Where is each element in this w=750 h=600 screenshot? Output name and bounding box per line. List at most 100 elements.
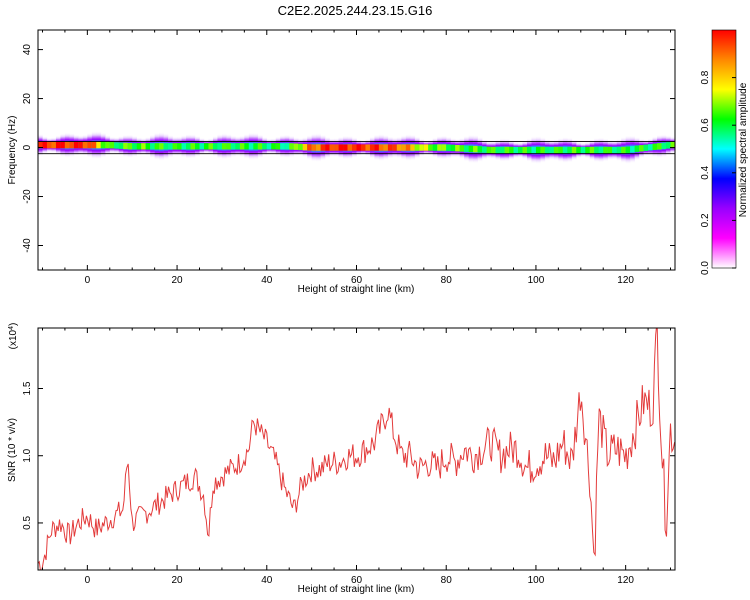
spectrogram-core-cell: [504, 146, 510, 154]
spectrogram-core-cell: [441, 144, 447, 151]
spectrogram-core-cell: [239, 143, 245, 150]
spectrogram-core-cell: [580, 146, 586, 154]
snr-y-tick-label: 1.5: [22, 381, 33, 395]
spectrogram-core-cell: [531, 146, 537, 154]
spectrogram-core-cell: [136, 143, 142, 150]
spectrogram-core-cell: [343, 144, 348, 151]
spectrogram-core-cell: [423, 144, 429, 151]
spectrogram-core-cell: [571, 146, 577, 154]
snr-scale-label: (x104): [8, 323, 20, 350]
spectrogram-y-tick-label: -20: [22, 189, 33, 204]
spectrogram-core-cell: [38, 141, 43, 149]
spectrogram-core-cell: [634, 145, 640, 152]
spectrogram-core-cell: [262, 143, 268, 150]
spectrogram-core-cell: [114, 142, 120, 149]
figure-title: C2E2.2025.244.23.15.G16: [278, 3, 433, 18]
spectrogram-core-cell: [100, 141, 106, 149]
spectrogram-core-cell: [365, 144, 371, 151]
spectrogram-core-cell: [253, 143, 259, 150]
spectrogram-core-cell: [612, 146, 617, 154]
spectrogram-core-cell: [535, 146, 541, 154]
spectrogram-core-cell: [87, 141, 93, 149]
spectrogram-x-tick-label: 20: [172, 275, 184, 286]
spectrogram-core-cell: [347, 144, 353, 151]
spectrogram-core-cell: [78, 141, 84, 149]
colorbar-tick-label: 0.2: [700, 213, 711, 227]
spectrogram-core-cell: [639, 145, 644, 152]
spectrogram-core-cell: [558, 146, 564, 154]
spectrogram-panel: 0 20 40 60 80 100 120 -40 -20 0 20 40 Height of str…: [7, 29, 676, 295]
spectrogram-y-tick-label: 20: [22, 93, 33, 105]
spectrogram-x-axis-label: Height of straight line (km): [298, 284, 415, 295]
spectrogram-core-cell: [325, 144, 330, 151]
spectrogram-core-cell: [64, 141, 70, 149]
snr-y-tick-label: 1.0: [22, 448, 33, 462]
spectrogram-core-cell: [69, 141, 75, 149]
spectrogram-core-cell: [311, 144, 317, 151]
spectrogram-core-cell: [226, 143, 232, 150]
spectrogram-core-cell: [168, 143, 173, 150]
spectrogram-core-cell: [284, 143, 290, 150]
spectrogram-core-cell: [203, 143, 209, 150]
spectrogram-core-cell: [181, 143, 187, 150]
spectrogram-core-cell: [154, 143, 160, 150]
spectrogram-core-cell: [280, 143, 286, 150]
spectrogram-core-cell: [585, 146, 591, 154]
spectrogram-x-tick-label: 0: [85, 275, 91, 286]
spectrogram-core-cell: [621, 146, 626, 154]
snr-x-tick-label: 60: [351, 575, 363, 586]
spectrogram-core-cell: [320, 144, 326, 151]
spectrogram-core-cell: [540, 146, 546, 154]
snr-x-axis-label: Height of straight line (km): [298, 584, 415, 595]
spectrogram-core-cell: [230, 143, 236, 150]
spectrogram-core-cell: [486, 146, 492, 154]
spectrogram-core-cell: [450, 144, 456, 152]
spectrogram-core-cell: [266, 143, 272, 150]
spectrogram-core-cell: [46, 141, 52, 149]
spectrogram-core-cell: [616, 146, 622, 154]
spectrogram-core-cell: [127, 143, 133, 150]
spectrogram-core-cell: [464, 145, 469, 152]
colorbar-label: Normalized spectral amplitude: [738, 82, 749, 217]
spectrogram-core-cell: [625, 146, 631, 153]
spectrogram-core-cell: [257, 143, 263, 150]
spectrogram-core-cell: [562, 146, 568, 154]
spectrogram-core-cell: [437, 144, 443, 151]
spectrogram-core-cell: [473, 145, 478, 153]
spectrogram-core-cell: [495, 146, 501, 154]
spectrogram-core-cell: [513, 146, 519, 154]
spectrogram-y-tick-label: 0: [22, 144, 33, 150]
spectrogram-core-cell: [141, 143, 146, 150]
spectrogram-core-cell: [598, 146, 604, 154]
spectrogram-core-cell: [544, 146, 550, 154]
snr-x-tick-label: 20: [172, 575, 184, 586]
spectrogram-core-cell: [509, 146, 514, 154]
spectrogram-core-cell: [235, 143, 241, 150]
spectrogram-core-cell: [150, 143, 155, 150]
spectrogram-core-cell: [105, 141, 111, 149]
spectrogram-core-cell: [302, 144, 308, 151]
spectrogram-core-cell: [352, 144, 357, 151]
spectrogram-core-cell: [607, 146, 613, 154]
spectrogram-core-cell: [553, 146, 559, 154]
spectrogram-core-cell: [217, 143, 223, 150]
spectrogram-core-cell: [648, 144, 653, 151]
spectrogram-core-cell: [190, 143, 196, 150]
spectrogram-core-cell: [356, 144, 362, 151]
spectrogram-core-cell: [387, 144, 393, 151]
colorbar: 0.0 0.2 0.4 0.6 0.8 Normalized spectral ampl…: [700, 29, 749, 275]
spectrogram-core-cell: [42, 141, 48, 149]
spectrogram-core-cell: [414, 144, 420, 151]
spectrogram-core-cell: [378, 144, 384, 151]
spectrogram-core-cell: [643, 144, 649, 151]
spectrogram-core-cell: [576, 146, 582, 154]
spectrogram-core-cell: [244, 143, 250, 150]
snr-x-tick-label: 100: [528, 575, 545, 586]
spectrogram-core-cell: [55, 141, 61, 149]
spectrogram-core-cell: [657, 143, 662, 150]
spectrogram-core-cell: [289, 143, 294, 150]
spectrogram-core-cell: [172, 143, 178, 150]
spectrogram-core-cell: [666, 142, 671, 149]
spectrogram-y-tick-label: 40: [22, 44, 33, 56]
